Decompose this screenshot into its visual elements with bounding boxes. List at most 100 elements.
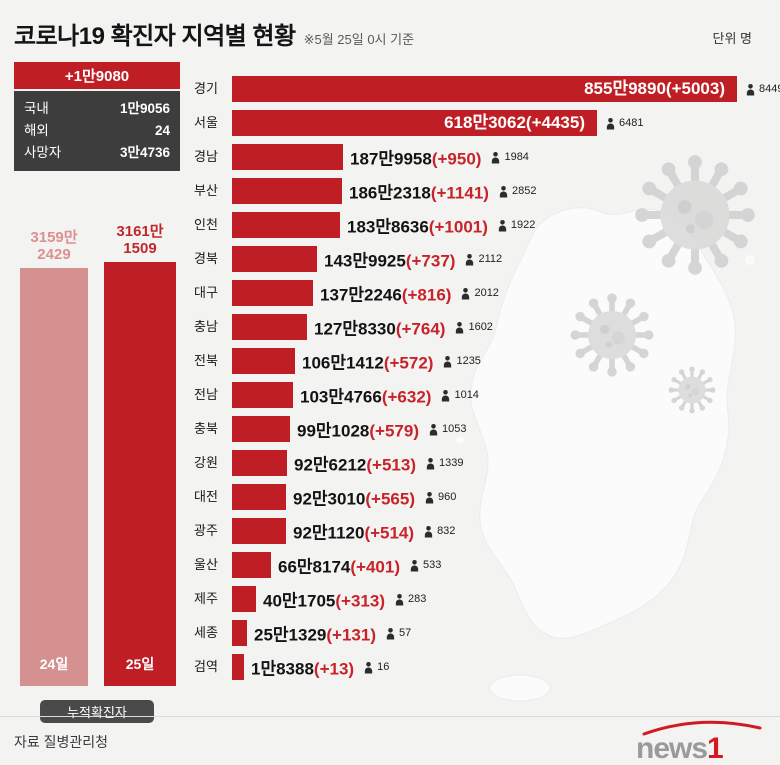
footer-divider <box>0 716 780 717</box>
region-label: 광주 <box>194 523 218 538</box>
region-increase: (+4435) <box>525 113 585 132</box>
region-row: 부산 186만2318(+1141) 2852 <box>194 178 772 204</box>
region-row: 강원 92만6212(+513) 1339 <box>194 450 772 476</box>
region-total: 103만4766 <box>300 387 382 407</box>
cumulative-bar: 25일 <box>104 262 176 686</box>
person-count: 1922 <box>510 219 536 231</box>
region-value: 127만8330(+764) 1602 <box>314 314 493 343</box>
region-increase: (+401) <box>350 557 400 577</box>
region-bar <box>232 212 340 238</box>
person-count-group: 16 <box>363 654 389 680</box>
region-label: 충남 <box>194 319 218 334</box>
region-total: 186만2318 <box>349 183 431 203</box>
person-count: 8449 <box>759 83 780 95</box>
person-count: 1014 <box>454 389 479 401</box>
person-count-group: 1602 <box>454 314 493 340</box>
person-count: 1235 <box>456 355 481 367</box>
region-bar <box>232 178 342 204</box>
region-total: 92만6212 <box>294 455 367 475</box>
region-label: 충북 <box>194 421 218 436</box>
region-bar <box>232 518 286 544</box>
region-bar <box>232 552 271 578</box>
summary-value: 3만4736 <box>120 145 170 160</box>
region-row: 제주 40만1705(+313) 283 <box>194 586 772 612</box>
region-bar <box>232 654 244 680</box>
region-increase: (+764) <box>395 319 446 339</box>
region-bar <box>232 484 286 510</box>
region-label: 경북 <box>194 251 218 266</box>
region-label: 세종 <box>194 625 218 640</box>
daily-new-total: +1만9080 <box>14 62 180 89</box>
person-icon <box>466 253 474 265</box>
region-value: 855만9890(+5003) <box>232 76 725 102</box>
news1-logo[interactable]: news1 <box>636 720 764 764</box>
region-increase: (+950) <box>431 149 482 169</box>
cumulative-caption: 누적확진자 <box>40 700 154 723</box>
person-count-group: 1984 <box>490 144 529 170</box>
person-icon <box>462 287 470 299</box>
person-icon <box>606 117 615 129</box>
region-total: 127만8330 <box>314 319 396 339</box>
region-label: 울산 <box>194 557 218 572</box>
person-count-group: 2852 <box>498 178 536 204</box>
person-icon <box>410 559 419 571</box>
person-count-group: 57 <box>385 620 411 646</box>
region-label: 부산 <box>194 183 218 198</box>
region-value: 92만3010(+565) 960 <box>293 484 456 513</box>
summary-row: 해외 24 <box>24 120 170 142</box>
person-icon <box>424 525 433 537</box>
region-label: 대전 <box>194 489 218 504</box>
region-increase: (+1001) <box>428 217 488 237</box>
region-bar <box>232 76 737 102</box>
person-count-group: 1053 <box>428 416 466 442</box>
region-total: 99만1028 <box>297 421 370 441</box>
person-count: 57 <box>399 627 412 639</box>
region-row: 서울 618만3062(+4435) 6481 <box>194 110 772 136</box>
region-total: 1만8388 <box>251 659 314 679</box>
region-row: 경기 855만9890(+5003) 8449 <box>194 76 780 102</box>
person-count: 2012 <box>474 287 499 299</box>
region-total: 40만1705 <box>263 591 336 611</box>
person-icon <box>492 151 500 163</box>
unit-label: 단위 명 <box>712 31 753 46</box>
as-of-date: ※5월 25일 0시 기준 <box>303 32 415 47</box>
region-value: 25만1329(+131) 57 <box>254 620 411 649</box>
summary-label: 사망자 <box>24 145 62 160</box>
person-count-group: 1235 <box>442 348 481 374</box>
person-icon <box>395 593 404 605</box>
region-increase: (+565) <box>365 489 415 509</box>
region-label: 대구 <box>194 285 218 300</box>
person-icon <box>746 83 755 95</box>
region-value: 187만9958(+950) 1984 <box>350 144 529 173</box>
region-increase: (+5003) <box>665 79 725 98</box>
region-total: 187만9958 <box>350 149 432 169</box>
summary-label: 국내 <box>24 101 49 116</box>
region-increase: (+513) <box>366 455 416 475</box>
region-value: 143만9925(+737) 2112 <box>324 246 502 275</box>
region-row: 대구 137만2246(+816) 2012 <box>194 280 772 306</box>
region-value: 183만8636(+1001) 1922 <box>347 212 535 241</box>
person-count: 832 <box>437 525 456 537</box>
cumulative-value: 3159만 2429 <box>30 229 78 263</box>
region-row: 경남 187만9958(+950) 1984 <box>194 144 772 170</box>
cumulative-day-label: 25일 <box>125 656 155 672</box>
region-label: 전북 <box>194 353 218 368</box>
region-increase: (+572) <box>383 353 434 373</box>
region-label: 검역 <box>194 659 218 674</box>
person-count: 283 <box>408 593 427 605</box>
person-count: 1984 <box>504 151 529 163</box>
jeju-silhouette <box>489 674 551 702</box>
person-count-group: 8449 <box>745 76 780 102</box>
region-row: 세종 25만1329(+131) 57 <box>194 620 772 646</box>
region-label: 경남 <box>194 149 218 164</box>
summary-breakdown-box: 국내 1만9056 해외 24 사망자 3만4736 <box>14 91 180 171</box>
summary-row: 사망자 3만4736 <box>24 142 170 164</box>
cumulative-bar: 24일 <box>20 268 88 686</box>
person-count-group: 1922 <box>497 212 535 238</box>
region-increase: (+816) <box>401 285 452 305</box>
person-count: 533 <box>423 559 442 571</box>
region-label: 전남 <box>194 387 218 402</box>
person-icon <box>425 491 434 503</box>
region-row: 충북 99만1028(+579) 1053 <box>194 416 772 442</box>
region-bar <box>232 110 597 136</box>
